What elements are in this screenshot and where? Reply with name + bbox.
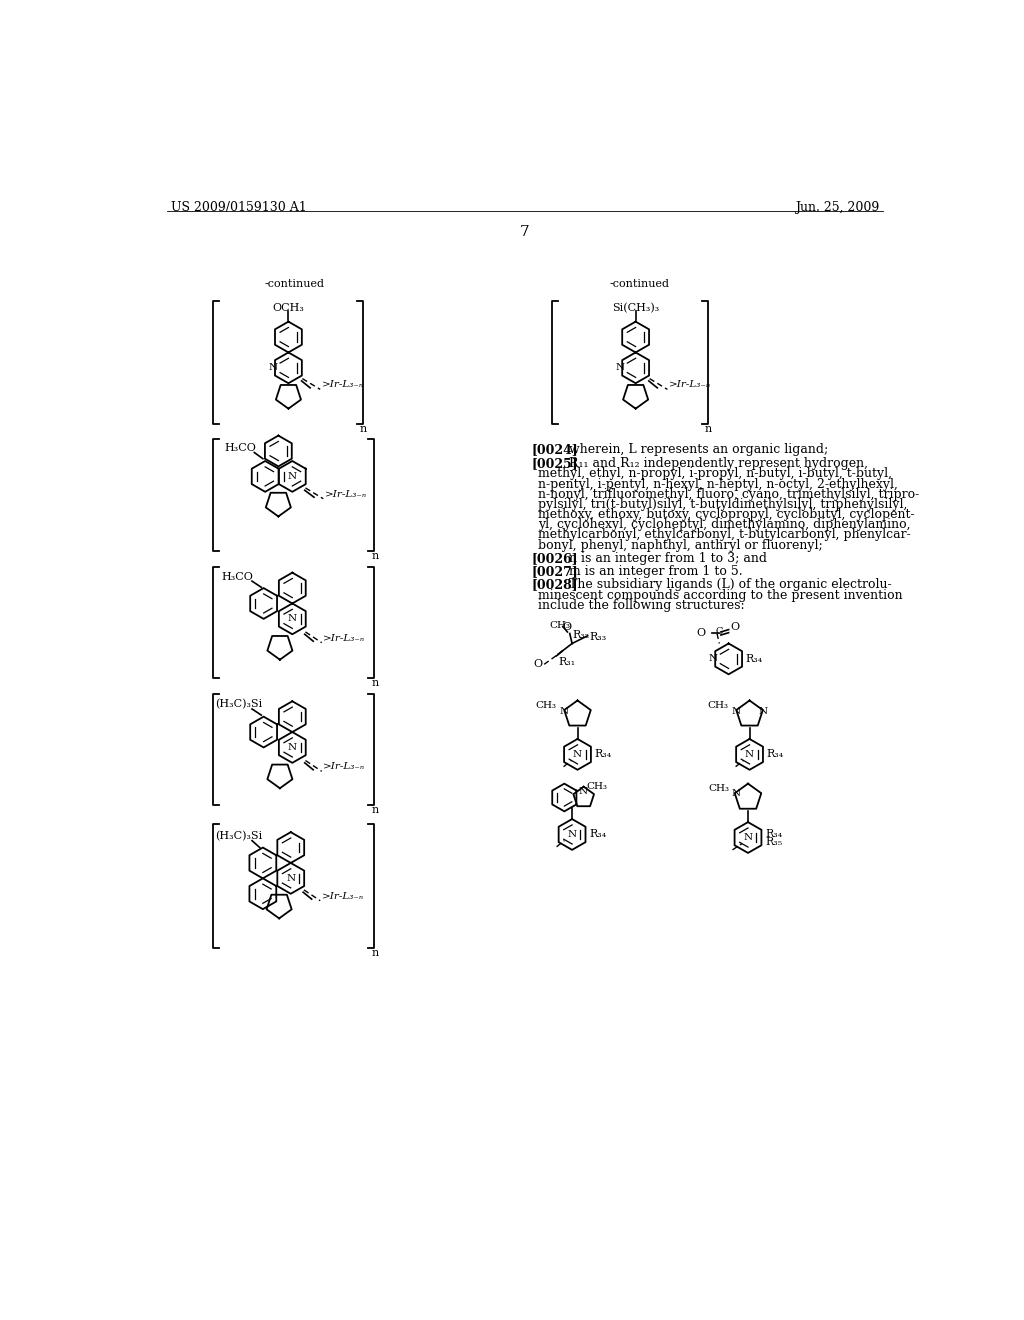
Text: Jun. 25, 2009: Jun. 25, 2009 (795, 201, 879, 214)
Text: >Ir-L₃₋ₙ: >Ir-L₃₋ₙ (669, 380, 711, 389)
Text: [0027]: [0027] (531, 565, 579, 578)
Text: include the following structures:: include the following structures: (538, 599, 744, 611)
Text: -continued: -continued (264, 280, 325, 289)
Text: H₃CO: H₃CO (225, 444, 257, 453)
Text: methoxy, ethoxy, butoxy, cyclopropyl, cyclobutyl, cyclopent-: methoxy, ethoxy, butoxy, cyclopropyl, cy… (538, 508, 914, 521)
Text: N: N (732, 706, 741, 715)
Text: R₃₄: R₃₄ (589, 829, 606, 840)
Text: N: N (286, 874, 295, 883)
Text: n: n (705, 424, 712, 434)
Text: The subsidiary ligands (L) of the organic electrolu-: The subsidiary ligands (L) of the organi… (569, 578, 892, 591)
Text: (H₃C)₃Si: (H₃C)₃Si (216, 700, 263, 709)
Text: >Ir-L₃₋ₙ: >Ir-L₃₋ₙ (324, 762, 366, 771)
Text: CH₃: CH₃ (708, 701, 729, 710)
Text: [0028]: [0028] (531, 578, 579, 591)
Text: CH₃: CH₃ (709, 784, 729, 793)
Text: [0026]: [0026] (531, 552, 579, 565)
Text: N: N (567, 830, 577, 840)
Text: n-pentyl, i-pentyl, n-hexyl, n-heptyl, n-octyl, 2-ethylhexyl,: n-pentyl, i-pentyl, n-hexyl, n-heptyl, n… (538, 478, 898, 491)
Text: methylcarbonyl, ethylcarbonyl, t-butylcarbonyl, phenylcar-: methylcarbonyl, ethylcarbonyl, t-butylca… (538, 528, 910, 541)
Text: Si(CH₃)₃: Si(CH₃)₃ (612, 304, 659, 313)
Text: H₃CO: H₃CO (221, 572, 253, 582)
Text: wherein, L represents an organic ligand;: wherein, L represents an organic ligand; (569, 444, 828, 457)
Text: methyl, ethyl, n-propyl, i-propyl, n-butyl, i-butyl, t-butyl,: methyl, ethyl, n-propyl, i-propyl, n-but… (538, 467, 892, 480)
Text: N: N (731, 789, 740, 799)
Text: N: N (615, 363, 625, 372)
Text: R₃₄: R₃₄ (745, 653, 763, 664)
Text: N: N (560, 706, 569, 715)
Text: N: N (288, 473, 297, 480)
Text: [0024]: [0024] (531, 444, 579, 457)
Text: US 2009/0159130 A1: US 2009/0159130 A1 (171, 201, 306, 214)
Text: n: n (372, 552, 379, 561)
Text: [0025]: [0025] (531, 457, 579, 470)
Text: O: O (534, 659, 543, 669)
Text: OCH₃: OCH₃ (272, 304, 304, 313)
Text: R₁₁ and R₁₂ independently represent hydrogen,: R₁₁ and R₁₂ independently represent hydr… (569, 457, 868, 470)
Text: >Ir-L₃₋ₙ: >Ir-L₃₋ₙ (322, 891, 364, 900)
Text: pylsilyl, tri(t-butyl)silyl, t-butyldimethylsilyl, triphenylsilyl,: pylsilyl, tri(t-butyl)silyl, t-butyldime… (538, 498, 907, 511)
Text: R₃₅: R₃₅ (765, 837, 782, 847)
Text: O: O (696, 628, 706, 639)
Text: >Ir-L₃₋ₙ: >Ir-L₃₋ₙ (325, 490, 367, 499)
Text: R₃₂: R₃₂ (572, 631, 589, 640)
Text: >Ir-L₃₋ₙ: >Ir-L₃₋ₙ (322, 380, 364, 389)
Text: O: O (730, 622, 739, 632)
Text: N: N (579, 787, 588, 796)
Text: N: N (758, 706, 767, 715)
Text: m is an integer from 1 to 5.: m is an integer from 1 to 5. (569, 565, 742, 578)
Text: yl, cyclohexyl, cycloheptyl, dimethylamino, diphenylamino,: yl, cyclohexyl, cycloheptyl, dimethylami… (538, 519, 910, 531)
Text: R₃₄: R₃₄ (595, 750, 611, 759)
Text: N: N (573, 750, 582, 759)
Text: minescent compounds according to the present invention: minescent compounds according to the pre… (538, 589, 902, 602)
Text: n: n (372, 805, 379, 816)
Text: CH₃: CH₃ (536, 701, 557, 710)
Text: R₃₃: R₃₃ (589, 632, 606, 643)
Text: N: N (288, 743, 297, 752)
Text: CH₃: CH₃ (549, 620, 570, 630)
Text: N: N (709, 655, 718, 664)
Text: 7: 7 (520, 224, 529, 239)
Text: N: N (268, 363, 278, 372)
Text: R₃₄: R₃₄ (767, 750, 783, 759)
Text: O: O (563, 622, 572, 632)
Text: C: C (716, 627, 723, 636)
Text: R₃₄: R₃₄ (765, 829, 782, 840)
Text: n: n (372, 948, 379, 957)
Text: CH₃: CH₃ (586, 783, 607, 791)
Text: N: N (288, 614, 297, 623)
Text: >Ir-L₃₋ₙ: >Ir-L₃₋ₙ (324, 634, 366, 643)
Text: bonyl, phenyl, naphthyl, anthryl or fluorenyl;: bonyl, phenyl, naphthyl, anthryl or fluo… (538, 539, 822, 552)
Text: n is an integer from 1 to 3; and: n is an integer from 1 to 3; and (569, 552, 767, 565)
Text: n: n (359, 424, 367, 434)
Text: n: n (372, 678, 379, 688)
Text: n-nonyl, trifluoromethyl, fluoro, cyano, trimethylsilyl, tripro-: n-nonyl, trifluoromethyl, fluoro, cyano,… (538, 488, 920, 500)
Text: N: N (745, 750, 754, 759)
Text: R₃₁: R₃₁ (558, 657, 575, 668)
Text: (H₃C)₃Si: (H₃C)₃Si (216, 830, 263, 841)
Text: N: N (743, 833, 753, 842)
Text: -continued: -continued (609, 280, 670, 289)
